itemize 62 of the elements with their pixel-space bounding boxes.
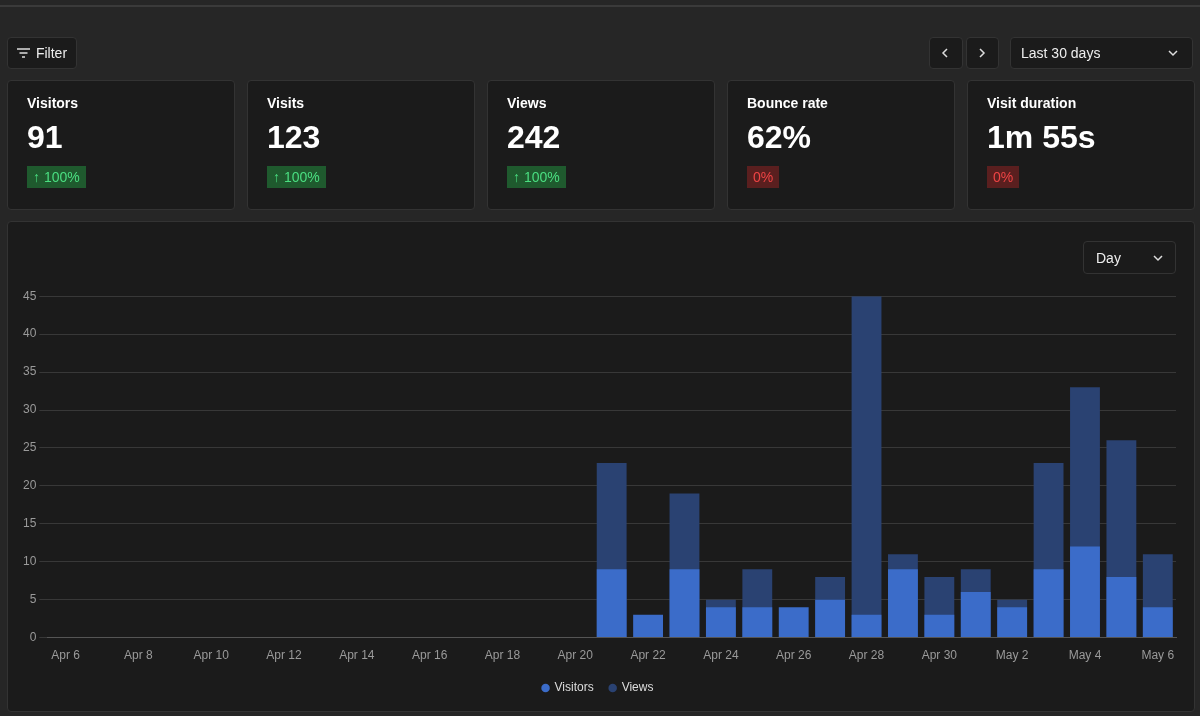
y-tick-label: 40 <box>22 326 37 341</box>
text: ↑ 100% <box>507 166 566 188</box>
bar <box>851 614 882 638</box>
x-tick-label: Apr 30 <box>921 648 958 663</box>
y-tick-label: 0 <box>29 629 37 644</box>
x-tick-label: Apr 22 <box>630 648 667 663</box>
legend-label: Visitors <box>554 680 594 695</box>
text: 1m 55s <box>987 119 1096 155</box>
legend-label: Views <box>621 680 654 695</box>
text: 91 <box>27 119 63 155</box>
y-tick-label: 15 <box>22 516 37 531</box>
x-tick-label: Apr 8 <box>124 648 154 663</box>
bar <box>596 569 627 638</box>
x-tick-label: May 2 <box>995 648 1029 663</box>
y-tick-label: 20 <box>22 478 37 493</box>
category-label: Visits <box>267 95 306 111</box>
text: Filter <box>35 45 68 61</box>
bar <box>1106 576 1137 638</box>
bar <box>742 607 773 638</box>
text: 0% <box>747 166 780 188</box>
bar <box>888 569 918 638</box>
x-tick-label: Apr 24 <box>703 648 739 663</box>
bar <box>960 592 991 638</box>
x-tick-label: May 4 <box>1068 648 1102 663</box>
y-tick-label: 35 <box>22 364 37 379</box>
y-tick-label: 10 <box>22 554 37 569</box>
bar <box>924 614 955 638</box>
text: ↑ 100% <box>27 166 86 188</box>
bar <box>815 599 846 638</box>
text: Day <box>1096 249 1121 266</box>
text: 123 <box>267 119 321 155</box>
text: 0% <box>987 166 1020 188</box>
category-label: Visitors <box>27 95 80 111</box>
category-label: Views <box>507 95 548 111</box>
x-tick-label: Apr 26 <box>776 648 812 663</box>
y-tick-label: 30 <box>22 402 37 417</box>
text: ↑ 100% <box>267 166 326 188</box>
x-tick-label: Apr 28 <box>848 648 885 663</box>
bar <box>1070 546 1100 638</box>
category-label: Visit duration <box>987 95 1078 111</box>
x-tick-label: Apr 20 <box>557 648 594 663</box>
bar <box>633 614 664 638</box>
y-tick-label: 25 <box>22 440 37 455</box>
bar <box>1033 569 1064 638</box>
x-tick-label: Apr 16 <box>411 648 448 663</box>
text: Last 30 days <box>1021 45 1101 61</box>
x-tick-label: Apr 14 <box>339 648 375 663</box>
bar <box>1142 607 1173 638</box>
category-label: Bounce rate <box>747 95 829 111</box>
x-tick-label: Apr 18 <box>484 648 521 663</box>
text: 242 <box>507 119 561 155</box>
bar <box>669 569 700 638</box>
x-tick-label: May 6 <box>1141 648 1175 663</box>
x-tick-label: Apr 6 <box>51 648 81 663</box>
text: 62% <box>747 119 812 155</box>
bar <box>778 607 809 638</box>
bar <box>705 607 736 638</box>
x-tick-label: Apr 10 <box>193 648 230 663</box>
x-tick-label: Apr 12 <box>266 648 302 663</box>
y-tick-label: 5 <box>29 591 37 606</box>
y-tick-label: 45 <box>22 288 37 303</box>
bar <box>997 607 1028 638</box>
